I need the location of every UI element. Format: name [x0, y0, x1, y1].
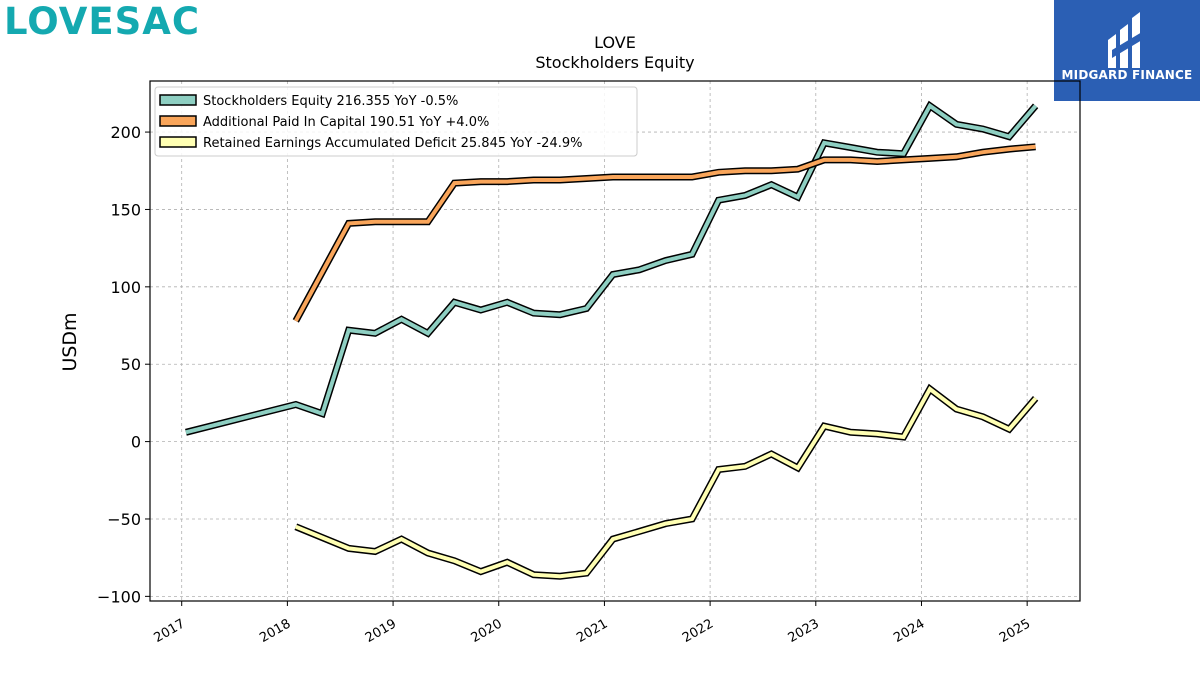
x-tick-label: 2017	[152, 616, 188, 646]
chart-subtitle: Stockholders Equity	[535, 53, 695, 72]
partner-logo-icon	[1108, 12, 1142, 68]
partner-logo: MIDGARD FINANCE	[1054, 0, 1200, 101]
legend-label: Retained Earnings Accumulated Deficit 25…	[203, 136, 582, 151]
x-axis: 2017 2018 2019 2020 2021 2022 2023 2024 2025	[152, 601, 1033, 646]
y-tick-label: 0	[131, 433, 141, 452]
y-tick-label: −50	[107, 510, 141, 529]
chart-title: LOVE	[594, 33, 636, 52]
legend-label: Stockholders Equity 216.355 YoY -0.5%	[203, 94, 458, 109]
plot-frame	[149, 80, 1081, 602]
legend-swatch	[159, 115, 197, 127]
x-tick-label: 2019	[363, 616, 399, 646]
x-tick-label: 2021	[574, 616, 610, 646]
y-axis: −100 −50 0 50 100 150 200	[97, 123, 150, 606]
legend-box	[154, 86, 638, 157]
series-lines	[185, 100, 1039, 580]
series-line-0	[185, 102, 1038, 435]
y-tick-label: −100	[97, 587, 141, 606]
y-tick-label: 100	[110, 278, 141, 297]
legend-swatch	[159, 94, 197, 106]
x-tick-label: 2018	[257, 616, 293, 646]
series-outline-1	[292, 143, 1036, 323]
y-tick-label: 200	[110, 123, 141, 142]
x-tick-label: 2022	[680, 616, 716, 646]
y-axis-label: USDm	[59, 312, 81, 371]
partner-name: MIDGARD FINANCE	[1061, 68, 1193, 82]
y-tick-label: 50	[121, 355, 141, 374]
grid-lines	[150, 81, 1080, 601]
x-tick-label: 2020	[469, 616, 505, 646]
brand-logo: LOVESAC	[4, 0, 201, 43]
series-line-2	[295, 386, 1038, 579]
legend: Stockholders Equity 216.355 YoY -0.5% Add…	[154, 86, 638, 157]
x-tick-label: 2025	[997, 616, 1033, 646]
x-tick-label: 2023	[786, 616, 822, 646]
legend-label: Additional Paid In Capital 190.51 YoY +4…	[203, 115, 489, 130]
series-line-1	[294, 144, 1036, 322]
y-tick-label: 150	[110, 200, 141, 219]
x-tick-label: 2024	[891, 616, 927, 646]
series-outline-2	[294, 383, 1039, 580]
legend-swatch	[159, 136, 197, 148]
